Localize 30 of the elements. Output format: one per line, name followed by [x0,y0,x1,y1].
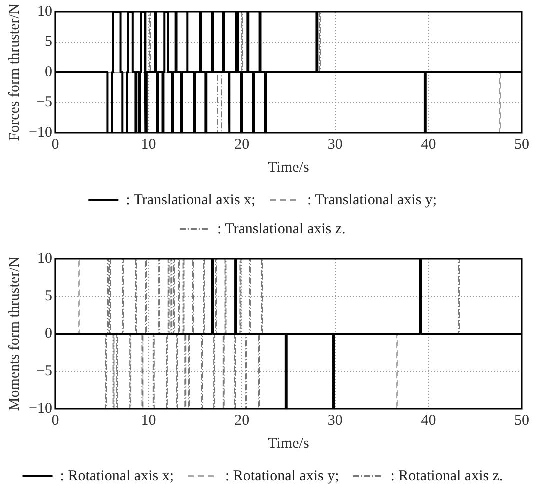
x-tick-label: 30 [328,412,343,429]
x-tick-label: 20 [234,136,250,153]
y-tick-label: −10 [28,124,52,141]
legend-label: : Rotational axis x; [60,468,174,484]
legend-label: : Rotational axis z. [390,468,504,484]
y-tick-label: 10 [37,4,52,20]
x-axis-title: Time/s [268,160,310,176]
y-tick-label: −10 [28,400,52,417]
y-tick-label: 0 [44,326,52,342]
y-axis-title: Forces form thruster/N [6,4,23,142]
x-tick-label: 10 [141,136,156,153]
x-axis-title: Time/s [268,436,310,452]
y-tick-label: 5 [44,34,52,50]
x-tick-label: 40 [421,412,436,429]
x-tick-label: 30 [328,136,343,153]
y-tick-label: 10 [37,250,52,267]
y-axis-title: Moments form thruster/N [6,256,23,412]
legend-label: : Translational axis z. [217,221,346,238]
legend-label: : Translational axis y; [308,192,438,208]
y-tick-label: −5 [36,94,52,111]
x-tick-label: 40 [421,136,436,153]
x-tick-label: 50 [514,412,530,429]
x-tick-label: 20 [234,412,250,429]
x-tick-label: 10 [141,412,156,429]
x-tick-label: 50 [514,136,530,153]
y-tick-label: 5 [44,288,52,304]
y-tick-label: −5 [36,363,52,380]
legend-label: : Translational axis x; [126,192,256,208]
y-tick-label: 0 [44,64,52,80]
legend-label: : Rotational axis y; [226,468,340,484]
